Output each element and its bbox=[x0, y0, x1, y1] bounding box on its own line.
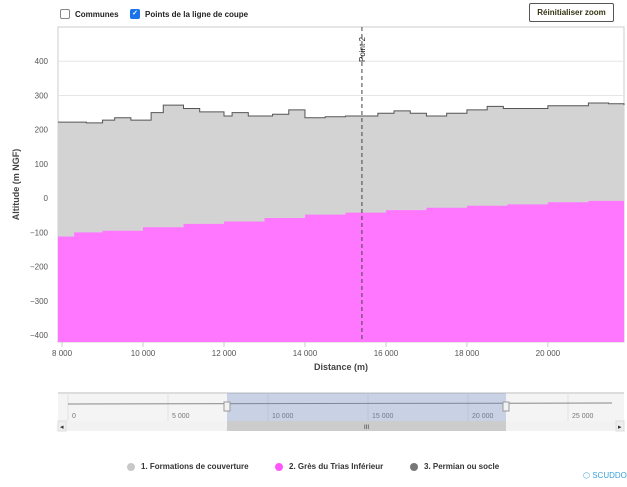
nav-tick-label: 15 000 bbox=[372, 413, 394, 420]
x-tick-label: 20 000 bbox=[536, 349, 561, 358]
points-box[interactable]: ✓ bbox=[130, 9, 140, 19]
legend-dot bbox=[275, 462, 283, 471]
scrollbar-thumb[interactable] bbox=[227, 421, 506, 431]
surface-line bbox=[58, 102, 625, 124]
nav-tick-label: 20 000 bbox=[472, 413, 494, 420]
y-tick-label: −200 bbox=[30, 263, 49, 272]
communes-box[interactable] bbox=[60, 9, 70, 19]
arrow-icon: ▸ bbox=[618, 424, 622, 431]
y-tick-label: −400 bbox=[30, 331, 49, 340]
y-tick-label: −100 bbox=[30, 228, 49, 237]
legend-item-trias[interactable]: 2. Grès du Trias Inférieur bbox=[275, 462, 383, 471]
reset-zoom-button[interactable]: Réinitialiser zoom bbox=[529, 3, 614, 22]
nav-tick-label: 5 000 bbox=[172, 413, 190, 420]
y-tick-label: 200 bbox=[35, 126, 49, 135]
y-axis-title: Altitude (m NGF) bbox=[11, 149, 21, 221]
y-tick-label: 0 bbox=[44, 194, 49, 203]
legend-label: 2. Grès du Trias Inférieur bbox=[289, 462, 384, 471]
legend-label: 3. Permian ou socle bbox=[424, 462, 500, 471]
navigator-handle[interactable] bbox=[502, 401, 510, 412]
scrollbar-arrow-button[interactable] bbox=[615, 420, 625, 432]
x-axis-title: Distance (m) bbox=[314, 362, 368, 372]
area-trias bbox=[58, 199, 624, 342]
x-tick-label: 14 000 bbox=[293, 349, 318, 358]
nav-tick-label: 10 000 bbox=[272, 413, 294, 420]
x-tick-label: 12 000 bbox=[212, 349, 237, 358]
legend-dot bbox=[127, 462, 135, 471]
brand-text: SCUDDO bbox=[592, 471, 627, 480]
points-checkbox[interactable]: ✓ Points de la ligne de coupe bbox=[130, 9, 248, 19]
brand-logo: ⬡ SCUDDO bbox=[583, 471, 627, 480]
legend-label: 1. Formations de couverture bbox=[141, 462, 249, 471]
x-tick-label: 16 000 bbox=[374, 349, 399, 358]
scrollbar-grip-icon: III bbox=[364, 425, 369, 431]
communes-label: Communes bbox=[75, 9, 119, 19]
y-tick-label: 300 bbox=[35, 91, 49, 100]
points-label: Points de la ligne de coupe bbox=[145, 9, 249, 19]
x-tick-label: 8 000 bbox=[52, 349, 73, 358]
nav-series bbox=[67, 402, 613, 405]
legend-item-permien[interactable]: 3. Permian ou socle bbox=[410, 462, 499, 471]
y-tick-label: 400 bbox=[35, 57, 49, 66]
plotline-label: Point 2 bbox=[358, 37, 367, 62]
x-tick-label: 10 000 bbox=[131, 349, 156, 358]
navigator bbox=[58, 393, 624, 421]
nav-tick-label: 25 000 bbox=[572, 413, 594, 420]
y-tick-label: −300 bbox=[30, 297, 49, 306]
y-tick-label: 100 bbox=[35, 160, 49, 169]
x-tick-label: 18 000 bbox=[455, 349, 480, 358]
communes-checkbox[interactable]: Communes bbox=[60, 9, 119, 19]
nav-tick-label: 0 bbox=[72, 413, 76, 420]
arrow-icon: ◂ bbox=[60, 424, 64, 431]
legend-dot bbox=[410, 462, 418, 471]
legend-item-couverture[interactable]: 1. Formations de couverture bbox=[127, 462, 249, 471]
navigator-handle[interactable] bbox=[223, 401, 231, 412]
scrollbar-arrow-button[interactable] bbox=[57, 420, 67, 432]
